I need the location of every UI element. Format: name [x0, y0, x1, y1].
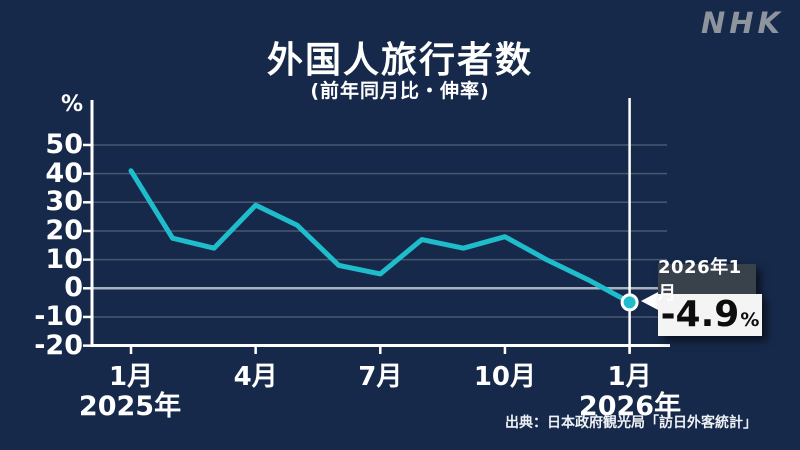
endpoint-dot	[620, 293, 639, 312]
trend-line	[128, 168, 633, 305]
callout-value-number: -4.9	[660, 294, 740, 335]
y-axis-label: 10	[45, 243, 83, 275]
source-credit: 出典：日本政府観光局「訪日外客統計」	[505, 415, 757, 431]
chart-subtitle: (前年同月比・伸率)	[310, 80, 490, 102]
x-axis-label: 7月	[358, 362, 403, 392]
year-label-2026: 2026年	[578, 391, 682, 422]
x-axis-label: 10月	[473, 362, 537, 392]
callout-date-label: 2026年1月	[658, 257, 756, 304]
y-axis-label: -10	[34, 300, 83, 332]
y-axis-label: -20	[34, 329, 83, 361]
chart-title: 外国人旅行者数	[266, 40, 533, 81]
nhk-logo: NHK	[700, 6, 784, 40]
data-callout: 2026年1月 -4.9 %	[658, 257, 762, 336]
callout-arrow-icon	[641, 291, 659, 311]
y-axis-label: 30	[45, 186, 83, 218]
x-axis-label: 1月	[607, 362, 652, 392]
y-axis-label: 0	[64, 272, 83, 304]
y-axis-label: 40	[45, 157, 83, 189]
y-axis-label: 50	[45, 128, 83, 160]
year-label-2025: 2025年	[78, 391, 182, 422]
callout-value-box: -4.9 %	[658, 294, 762, 336]
x-axis-label: 4月	[233, 362, 278, 392]
callout-value-unit: %	[740, 309, 760, 331]
x-axis-label: 1月	[108, 362, 154, 392]
y-axis-unit-label: %	[60, 92, 83, 117]
y-axis-label: 20	[45, 214, 83, 246]
